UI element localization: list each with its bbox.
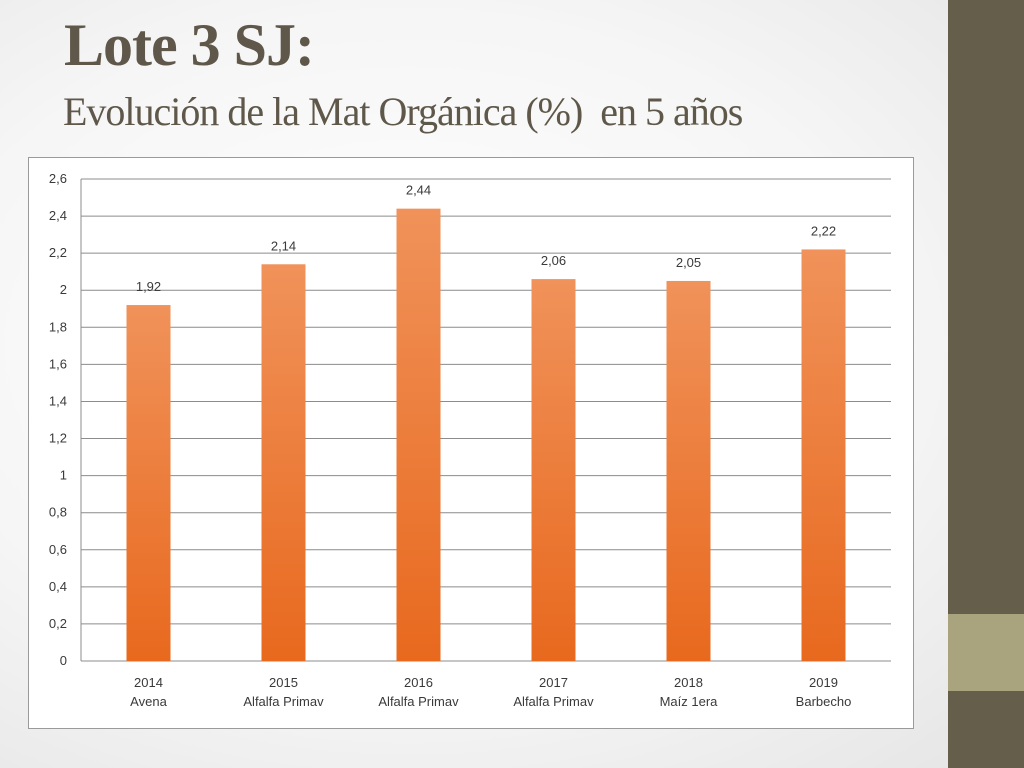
y-tick-label: 2,2 — [49, 245, 67, 260]
bar — [531, 279, 576, 661]
x-tick-label-crop: Alfalfa Primav — [378, 694, 459, 709]
y-tick-label: 1 — [60, 468, 67, 483]
data-label: 2,22 — [811, 223, 836, 238]
x-tick-label-crop: Avena — [130, 694, 167, 709]
side-accent — [948, 614, 1024, 691]
x-tick-label-crop: Alfalfa Primav — [243, 694, 324, 709]
y-tick-label: 0 — [60, 653, 67, 668]
x-tick-label-year: 2019 — [809, 675, 838, 690]
y-tick-label: 0,2 — [49, 616, 67, 631]
x-tick-label-year: 2016 — [404, 675, 433, 690]
bar — [801, 249, 846, 661]
bar-chart: 0 0,2 0,4 0,6 0,8 1 1,2 1,4 1,6 1,8 2 2,2 2,4 2,6 1,92… — [49, 171, 891, 709]
chart-frame: 0 0,2 0,4 0,6 0,8 1 1,2 1,4 1,6 1,8 2 2,2 2,4 2,6 1,92… — [28, 157, 914, 729]
y-tick-label: 0,4 — [49, 579, 67, 594]
y-tick-label: 1,4 — [49, 393, 67, 408]
x-tick-label-year: 2014 — [134, 675, 163, 690]
y-tick-label: 0,6 — [49, 542, 67, 557]
bar — [126, 305, 171, 661]
x-tick-label-crop: Maíz 1era — [660, 694, 719, 709]
x-tick-label-year: 2017 — [539, 675, 568, 690]
bar — [261, 264, 306, 661]
x-tick-label-year: 2018 — [674, 675, 703, 690]
slide-subtitle: Evolución de la Mat Orgánica (%) en 5 añ… — [63, 89, 743, 134]
data-label: 2,44 — [406, 183, 431, 198]
y-tick-label: 2,4 — [49, 208, 67, 223]
x-tick-label-crop: Alfalfa Primav — [513, 694, 594, 709]
x-tick-label-crop: Barbecho — [796, 694, 852, 709]
bar — [396, 208, 441, 661]
bar — [666, 280, 711, 661]
data-label: 1,92 — [136, 279, 161, 294]
data-label: 2,14 — [271, 238, 296, 253]
y-tick-label: 2,6 — [49, 171, 67, 186]
y-tick-label: 0,8 — [49, 505, 67, 520]
y-tick-label: 2 — [60, 282, 67, 297]
data-label: 2,06 — [541, 253, 566, 268]
slide-title: Lote 3 SJ: — [64, 12, 315, 78]
y-tick-label: 1,6 — [49, 356, 67, 371]
data-label: 2,05 — [676, 255, 701, 270]
y-tick-label: 1,2 — [49, 431, 67, 446]
y-tick-label: 1,8 — [49, 319, 67, 334]
x-tick-label-year: 2015 — [269, 675, 298, 690]
